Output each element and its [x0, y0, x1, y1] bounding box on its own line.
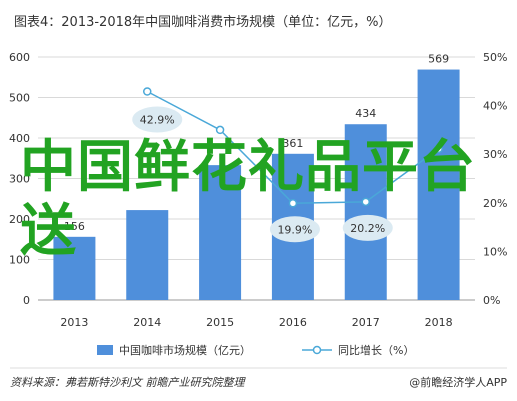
growth-point	[288, 199, 298, 208]
x-tick-label: 2017	[352, 316, 380, 329]
legend-label: 同比增长（%）	[338, 343, 414, 357]
growth-point	[143, 87, 152, 96]
y-right-tick-label: 40%	[483, 100, 507, 113]
bar	[53, 236, 96, 300]
y-left-tick-label: 300	[9, 173, 30, 186]
growth-label-bubble	[132, 106, 183, 133]
growth-label: 42.9%	[140, 114, 175, 127]
bar-value-label: 434	[355, 107, 376, 120]
bar-value-label: 361	[282, 137, 303, 150]
growth-label: 20.2%	[350, 222, 385, 235]
brand: @前瞻经济学人APP	[409, 375, 507, 389]
bar-value-label: 569	[428, 53, 449, 66]
legend-swatch-point	[312, 345, 322, 355]
bar	[344, 124, 387, 300]
bar	[126, 210, 169, 300]
growth-label-bubble	[342, 214, 393, 241]
bar	[199, 165, 242, 300]
y-right-tick-label: 20%	[483, 197, 507, 210]
y-right-tick-label: 30%	[483, 148, 507, 161]
legend-label: 中国咖啡市场规模（亿元）	[119, 343, 251, 357]
y-left-tick-label: 200	[9, 213, 30, 226]
y-right-tick-label: 0%	[483, 294, 500, 307]
growth-point	[361, 197, 370, 207]
x-tick-label: 2018	[425, 316, 453, 329]
y-right-tick-label: 10%	[483, 245, 507, 258]
x-tick-label: 2016	[279, 316, 307, 329]
y-left-tick-label: 0	[23, 294, 30, 307]
growth-label: 19.9%	[277, 223, 312, 236]
x-tick-label: 2013	[60, 316, 88, 329]
legend-swatch-bar	[97, 345, 113, 355]
bar	[417, 69, 460, 301]
chart-title: 图表4：2013-2018年中国咖啡消费市场规模（单位：亿元，%）	[14, 14, 391, 30]
x-tick-label: 2014	[133, 316, 161, 329]
source-note: 资料来源：弗若斯特沙利文 前瞻产业研究院整理	[10, 376, 246, 389]
y-left-tick-label: 500	[9, 92, 30, 105]
x-tick-label: 2015	[206, 316, 234, 329]
growth-point	[434, 144, 443, 154]
growth-label-bubble	[269, 216, 320, 243]
y-left-tick-label: 400	[9, 132, 30, 145]
y-right-tick-label: 50%	[483, 51, 507, 64]
bar-value-label: 156	[64, 220, 85, 233]
growth-point	[215, 125, 225, 135]
y-left-tick-label: 100	[9, 254, 30, 267]
y-left-tick-label: 600	[9, 51, 30, 64]
